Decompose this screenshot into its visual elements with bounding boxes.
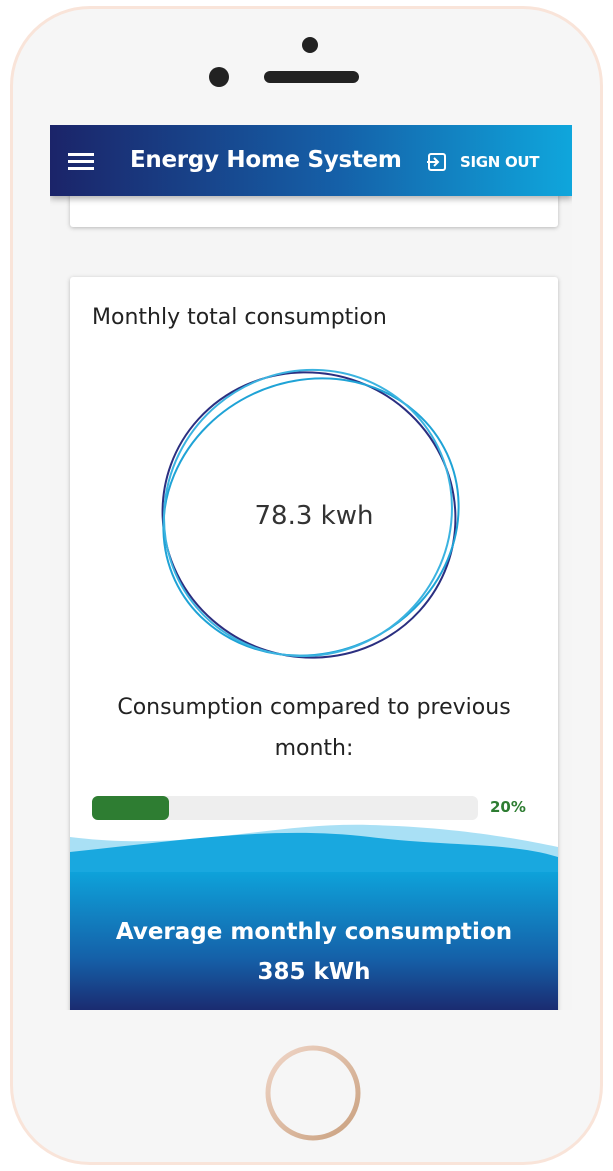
menu-icon[interactable] <box>68 151 94 171</box>
home-button[interactable] <box>265 1045 361 1141</box>
average-value: 385 kWh <box>257 959 371 985</box>
average-title: Average monthly consumption <box>115 919 513 945</box>
app-title: Energy Home System <box>130 147 402 173</box>
progress-fill <box>92 796 170 820</box>
progress-track <box>92 796 478 820</box>
consumption-card: Monthly total consumption 78.3 kwh Consu… <box>70 277 558 1010</box>
speaker <box>264 71 359 83</box>
average-text: Average monthly consumption 385 kWh <box>70 912 558 992</box>
sign-out-icon[interactable] <box>426 151 448 173</box>
screen: Energy Home System SIGN OUT Monthly tota… <box>50 125 572 1010</box>
average-panel: Average monthly consumption 385 kWh <box>70 872 558 1010</box>
camera <box>302 37 318 53</box>
total-value: 78.3 kwh <box>254 501 374 531</box>
app-bar: Energy Home System SIGN OUT <box>50 125 572 196</box>
comparison-label: Consumption compared to previous month: <box>117 695 511 761</box>
consumption-rings <box>70 368 558 877</box>
sign-out-button[interactable]: SIGN OUT <box>460 153 540 171</box>
progress-label: 20% <box>490 798 526 816</box>
sensor <box>209 67 229 87</box>
card-title: Monthly total consumption <box>92 305 387 330</box>
